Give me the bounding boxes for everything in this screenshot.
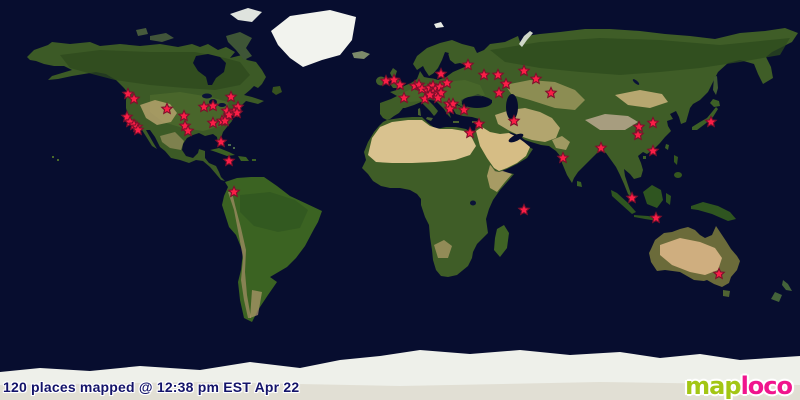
visitor-star-marker <box>704 115 718 128</box>
visitor-star-marker <box>177 109 191 122</box>
visitor-star-marker <box>646 116 660 129</box>
visitor-star-marker <box>218 114 232 127</box>
visitor-star-marker <box>594 141 608 154</box>
visitor-star-marker <box>222 154 236 167</box>
visitor-star-marker <box>206 99 220 112</box>
visitor-star-marker <box>434 67 448 80</box>
visitor-star-marker <box>472 117 486 130</box>
visitor-star-marker <box>181 124 195 137</box>
continents <box>0 8 800 400</box>
visitor-star-marker <box>517 64 531 77</box>
visitor-star-marker <box>632 120 646 133</box>
visitor-star-marker <box>214 135 228 148</box>
status-text: 120 places mapped @ 12:38 pm EST Apr 22 <box>3 379 300 395</box>
visitor-star-marker <box>393 78 407 91</box>
visitor-star-marker <box>625 191 639 204</box>
visitor-star-marker <box>160 102 174 115</box>
visitor-star-marker <box>477 68 491 81</box>
visitor-star-marker <box>397 91 411 104</box>
marker-layer <box>120 58 726 280</box>
visitor-star-marker <box>131 123 145 136</box>
visitor-star-marker <box>461 58 475 71</box>
visitor-star-marker <box>556 151 570 164</box>
visitor-star-marker <box>631 128 645 141</box>
logo-part-map: map <box>685 372 741 400</box>
visitor-star-marker <box>507 114 521 127</box>
visitor-star-marker <box>387 73 401 86</box>
visitor-star-marker <box>206 116 220 129</box>
visitor-star-marker <box>463 126 477 139</box>
visitor-star-marker <box>529 72 543 85</box>
visitor-star-marker <box>222 108 236 121</box>
visitor-star-marker <box>443 102 457 115</box>
visitor-star-marker <box>440 76 454 89</box>
visitor-star-marker <box>712 267 726 280</box>
visitor-star-marker <box>431 91 445 104</box>
visitor-star-marker <box>491 68 505 81</box>
visitor-star-marker <box>492 86 506 99</box>
visitor-star-marker <box>499 77 513 90</box>
visitor-star-marker <box>517 203 531 216</box>
visitor-star-marker <box>457 103 471 116</box>
visitor-star-marker <box>646 144 660 157</box>
visitor-star-marker <box>224 90 238 103</box>
visitor-star-marker <box>127 92 141 105</box>
visitor-star-marker <box>230 106 244 119</box>
maploco-logo[interactable]: maploco <box>685 372 793 400</box>
visitor-star-marker <box>544 86 558 99</box>
logo-part-loco: loco <box>740 372 793 400</box>
visitor-star-marker <box>649 211 663 224</box>
visitor-star-marker <box>121 87 135 100</box>
visitor-star-marker <box>227 185 241 198</box>
visitor-star-marker <box>423 88 437 101</box>
